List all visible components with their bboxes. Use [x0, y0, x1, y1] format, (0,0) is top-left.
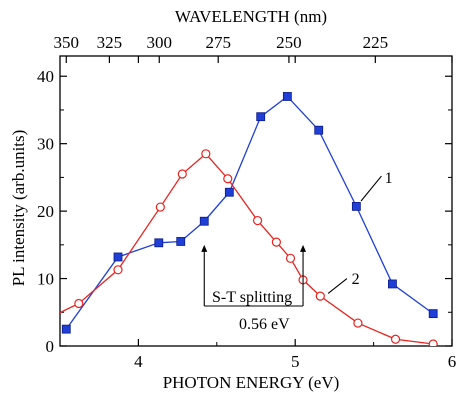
series-2-point	[74, 298, 84, 309]
series-2-point	[353, 318, 363, 328]
top-tick-label: 225	[363, 33, 389, 52]
series-1-point	[154, 238, 164, 248]
series-1-point	[199, 216, 209, 226]
y-tick-label: 30	[37, 135, 54, 154]
top-tick-label: 325	[97, 33, 123, 52]
y-axis-title: PL intensity (arb.units)	[9, 130, 28, 287]
series-1-line	[65, 95, 434, 330]
top-tick-label: 300	[147, 33, 173, 52]
series-1-label: 1	[385, 170, 393, 187]
top-tick-label: 250	[276, 33, 302, 52]
splitting-arrow-right-head	[300, 244, 307, 252]
y-tick-label: 0	[46, 337, 55, 356]
x-tick-label: 4	[134, 352, 143, 371]
series-2-point	[201, 149, 211, 159]
series-2-point	[223, 174, 233, 184]
series-2-point	[155, 202, 165, 212]
series-2-label: 2	[352, 271, 360, 288]
x-axis-title: PHOTON ENERGY (eV)	[163, 373, 340, 392]
series-2-point	[315, 291, 325, 301]
splitting-arrow-left-head	[201, 244, 208, 252]
series-1-point	[61, 324, 71, 334]
top-tick-label: 350	[54, 33, 80, 52]
series-1-point	[388, 279, 397, 289]
plot-frame	[59, 55, 453, 347]
series-1-point	[113, 252, 123, 262]
series-1-point	[351, 201, 361, 211]
y-tick-label: 10	[37, 270, 54, 289]
series-2-point	[390, 334, 401, 344]
series-1-leader	[360, 175, 382, 202]
series-1-point	[282, 92, 292, 101]
series-1-point	[256, 112, 266, 122]
y-tick-label: 40	[37, 67, 54, 86]
x-tick-label: 5	[291, 352, 300, 371]
series-2-point	[428, 339, 438, 346]
series-2-point	[177, 169, 187, 179]
series-2-point	[113, 265, 123, 275]
y-tick-label: 20	[37, 202, 54, 221]
x-tick-label: 6	[448, 352, 457, 371]
series-1-point	[176, 237, 186, 246]
series-2-point	[271, 237, 281, 247]
series-2-point	[285, 253, 296, 263]
splitting-value-label: 0.56 eV	[239, 316, 290, 333]
series-2-point	[252, 215, 263, 226]
series-2-leader	[327, 278, 348, 294]
top-tick-label: 275	[205, 33, 231, 52]
series-1-point	[224, 187, 234, 197]
series-1-point	[314, 125, 324, 135]
splitting-label: S-T splitting	[212, 289, 292, 306]
top-axis-title: WAVELENGTH (nm)	[175, 7, 327, 26]
series-1-point	[428, 309, 438, 319]
